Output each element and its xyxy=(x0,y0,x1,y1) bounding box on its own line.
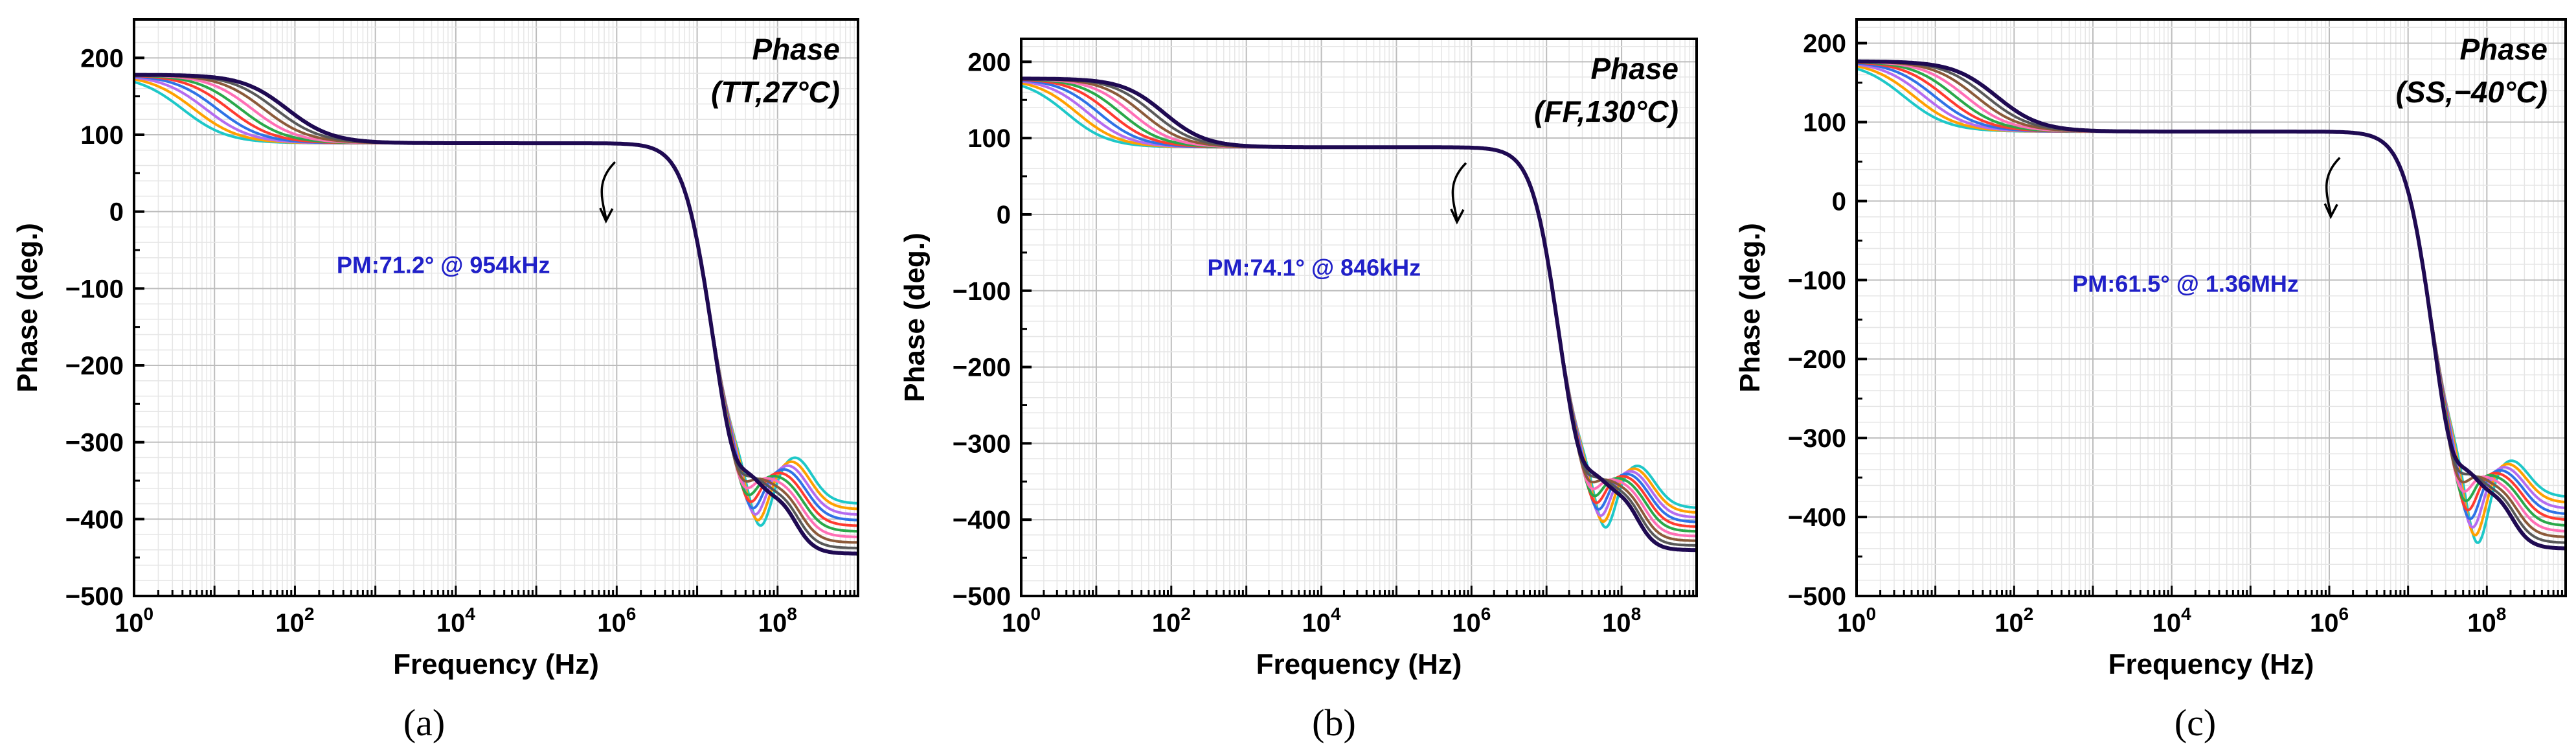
x-tick-label: 102 xyxy=(275,604,314,637)
series-group xyxy=(1021,76,1697,553)
y-axis-label: Phase (deg.) xyxy=(1734,223,1766,393)
annotation-arrow xyxy=(2325,157,2341,214)
y-tick-label: −300 xyxy=(953,430,1011,458)
chart-subtitle: (TT,27°C) xyxy=(711,75,840,109)
panel-caption: (c) xyxy=(2175,702,2216,744)
annotation-arrow xyxy=(600,161,616,219)
x-tick-label: 102 xyxy=(1152,604,1191,637)
x-tick-label: 102 xyxy=(1994,604,2033,637)
x-tick-label: 106 xyxy=(2310,604,2349,637)
series-line-10 xyxy=(1021,76,1697,553)
plot-frame xyxy=(1020,38,1698,597)
x-tick-label: 100 xyxy=(115,604,153,637)
x-tick-label: 106 xyxy=(1452,604,1491,637)
y-tick-label: 100 xyxy=(967,124,1011,153)
x-tick-label: 100 xyxy=(1002,604,1041,637)
chart-title: Phase xyxy=(752,32,840,66)
phase-margin-annotation: PM:61.5° @ 1.36MHz xyxy=(2072,270,2299,297)
chart-subtitle: (FF,130°C) xyxy=(1534,95,1678,128)
y-axis-label: Phase (deg.) xyxy=(12,223,43,393)
y-tick-label: −500 xyxy=(953,582,1011,611)
y-tick-label: −100 xyxy=(65,275,124,303)
y-tick-label: 0 xyxy=(997,201,1011,229)
series-line-2 xyxy=(134,78,858,521)
y-tick-label: −500 xyxy=(65,582,124,611)
series-group xyxy=(134,73,858,556)
x-tick-label: 108 xyxy=(758,604,797,637)
panel-caption: (a) xyxy=(403,702,445,744)
phase-margin-annotation: PM:74.1° @ 846kHz xyxy=(1207,254,1421,281)
x-axis-label: Frequency (Hz) xyxy=(1256,648,1462,680)
x-tick-label: 106 xyxy=(597,604,636,637)
y-tick-label: 200 xyxy=(80,44,124,73)
annotation-arrowhead xyxy=(2323,203,2338,220)
y-tick-label: 200 xyxy=(967,48,1011,76)
plot-frame xyxy=(133,18,859,597)
panel-caption: (b) xyxy=(1312,702,1356,744)
y-tick-label: −400 xyxy=(65,505,124,534)
chart-title: Phase xyxy=(2459,32,2548,66)
x-tick-label: 108 xyxy=(1602,604,1641,637)
annotation-arrow xyxy=(1451,162,1467,220)
y-axis-label: Phase (deg.) xyxy=(899,233,931,402)
y-tick-label: −400 xyxy=(1788,503,1846,532)
annotation-arrowhead xyxy=(1450,208,1465,225)
y-tick-label: 0 xyxy=(1832,187,1846,216)
chart-subtitle: (SS,−40°C) xyxy=(2396,75,2548,109)
x-tick-label: 108 xyxy=(2467,604,2506,637)
y-tick-label: −200 xyxy=(953,354,1011,382)
series-line-1 xyxy=(1021,84,1697,529)
y-tick-label: 0 xyxy=(109,198,124,227)
y-tick-label: 100 xyxy=(1803,108,1846,137)
x-axis-label: Frequency (Hz) xyxy=(393,648,599,680)
x-tick-label: 104 xyxy=(436,604,476,637)
series-line-9 xyxy=(1857,60,2566,544)
series-line-10 xyxy=(134,73,858,556)
phase-margin-annotation: PM:71.2° @ 954kHz xyxy=(337,252,550,279)
annotation-arrowhead xyxy=(599,207,614,224)
y-tick-label: −100 xyxy=(1788,266,1846,295)
series-group xyxy=(1857,59,2566,551)
y-tick-label: −100 xyxy=(953,277,1011,306)
y-tick-label: −200 xyxy=(65,352,124,380)
y-tick-label: 100 xyxy=(80,121,124,150)
y-tick-label: 200 xyxy=(1803,30,1846,58)
y-tick-label: −400 xyxy=(953,506,1011,534)
chart-title: Phase xyxy=(1590,52,1678,86)
series-line-9 xyxy=(134,73,858,549)
plot-frame xyxy=(1855,18,2567,597)
y-tick-label: −500 xyxy=(1788,582,1846,611)
y-tick-label: −300 xyxy=(65,429,124,457)
x-tick-label: 104 xyxy=(2152,604,2192,637)
x-tick-label: 104 xyxy=(1302,604,1342,637)
x-tick-label: 100 xyxy=(1837,604,1876,637)
x-axis-label: Frequency (Hz) xyxy=(2108,648,2314,680)
y-tick-label: −200 xyxy=(1788,345,1846,374)
y-tick-label: −300 xyxy=(1788,424,1846,453)
series-line-10 xyxy=(1857,59,2566,551)
